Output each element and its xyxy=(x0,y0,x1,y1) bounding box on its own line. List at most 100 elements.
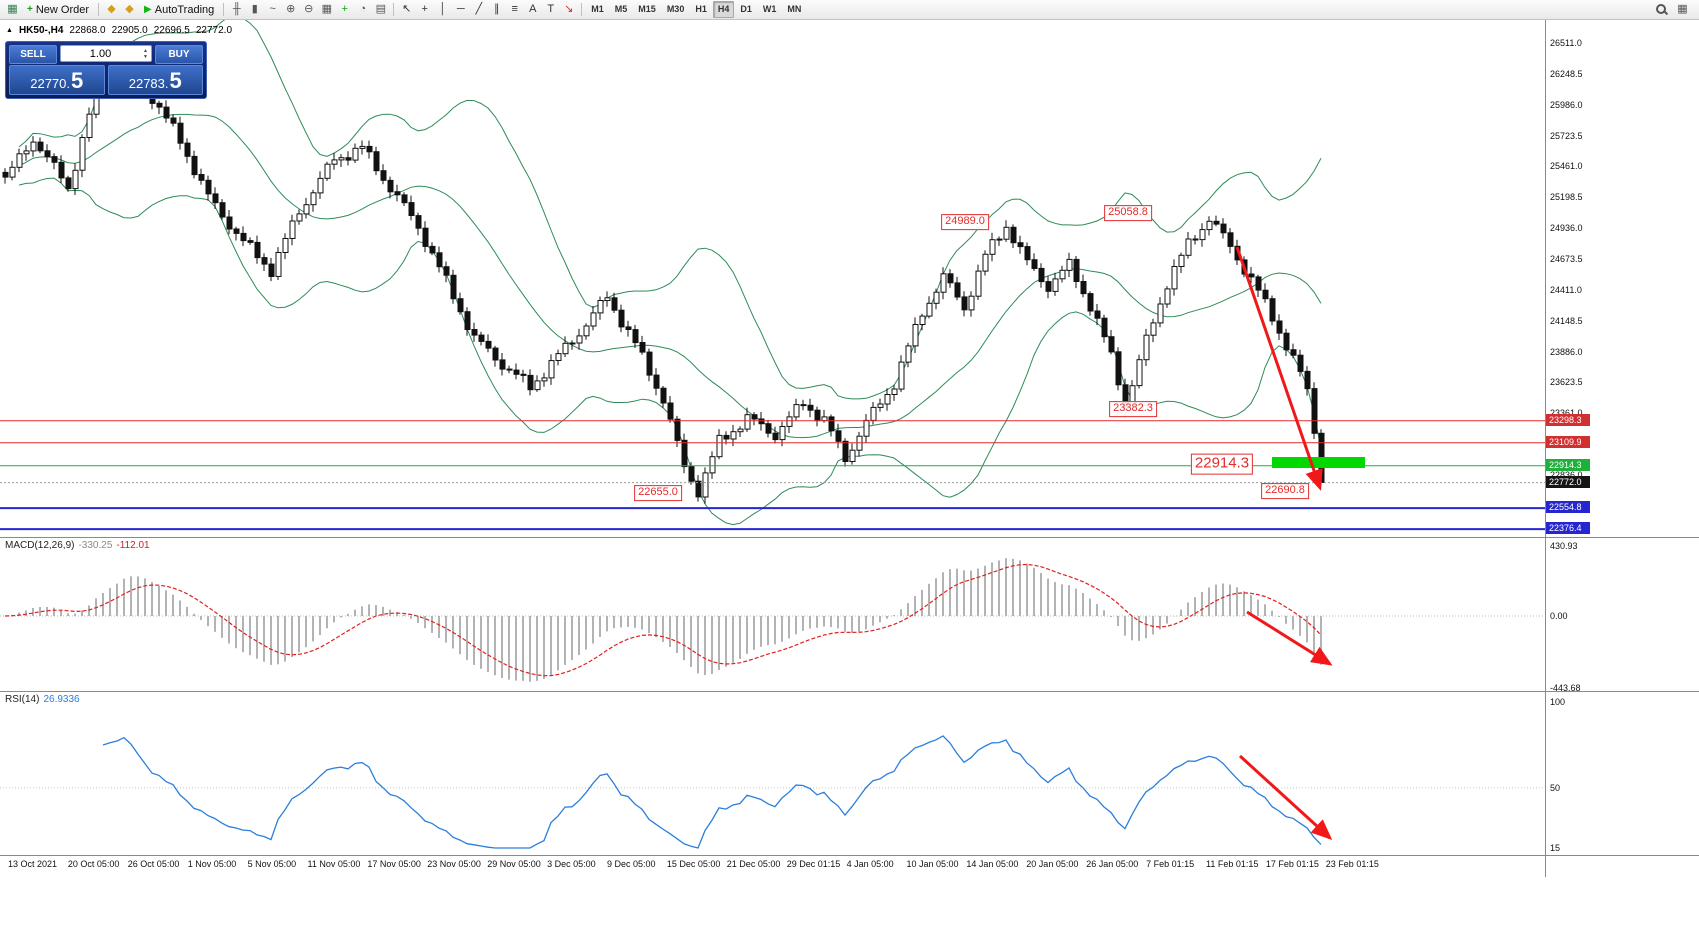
high-value: 22905.0 xyxy=(111,25,148,36)
trendline-icon[interactable]: ╱ xyxy=(475,3,483,15)
timeframe-w1[interactable]: W1 xyxy=(762,4,777,14)
new-order-button[interactable]: + New Order xyxy=(27,3,90,16)
time-axis-label: 26 Oct 05:00 xyxy=(127,859,180,869)
time-axis-label: 1 Nov 05:00 xyxy=(187,859,237,869)
templates-icon[interactable]: ▤ xyxy=(375,3,386,15)
toolbar-separator xyxy=(223,3,225,16)
price-axis-label: 24673.5 xyxy=(1550,254,1583,264)
price-axis-label: 25723.5 xyxy=(1550,130,1583,141)
time-axis-label: 11 Nov 05:00 xyxy=(307,859,361,869)
time-axis-label: 5 Nov 05:00 xyxy=(247,859,297,869)
new-chart-icon[interactable]: ▦ xyxy=(7,3,18,15)
time-axis-label: 9 Dec 05:00 xyxy=(607,859,656,869)
open-value: 22868.0 xyxy=(69,25,106,36)
zoom-in-icon[interactable]: ⊕ xyxy=(286,3,296,15)
price-axis-label: 23886.0 xyxy=(1550,346,1583,357)
volume-input[interactable] xyxy=(61,46,140,61)
one-click-trading-panel: SELL ▲▼ BUY 22770.5 22783.5 xyxy=(5,41,207,99)
time-axis-label: 15 Dec 05:00 xyxy=(666,859,721,869)
sell-price-button[interactable]: 22770. 5 xyxy=(9,65,105,95)
label-icon[interactable]: T xyxy=(547,3,555,15)
text-icon[interactable]: A xyxy=(529,3,537,15)
timeframe-h4[interactable]: H4 xyxy=(712,1,735,18)
time-axis-label: 11 Feb 01:15 xyxy=(1206,859,1259,869)
price-axis-badge: 22376.4 xyxy=(1546,522,1590,535)
pane-divider[interactable] xyxy=(0,537,1699,538)
toolbar-separator xyxy=(581,3,583,16)
buy-price-button[interactable]: 22783. 5 xyxy=(107,65,203,95)
horizontal-line-icon[interactable]: ─ xyxy=(456,3,465,15)
time-axis-label: 26 Jan 05:00 xyxy=(1086,859,1139,869)
price-axis-label: 25198.5 xyxy=(1550,192,1583,203)
time-axis-label: 4 Jan 05:00 xyxy=(846,859,894,869)
time-axis-label: 17 Nov 05:00 xyxy=(367,859,421,869)
arrows-icon[interactable]: ↘ xyxy=(564,3,574,15)
time-axis-label: 29 Nov 05:00 xyxy=(487,859,541,869)
volume-box: ▲▼ xyxy=(60,45,152,62)
price-axis-label: 24411.0 xyxy=(1550,284,1582,295)
price-axis-label: 23623.5 xyxy=(1550,377,1583,388)
price-axis-label: 25461.0 xyxy=(1550,161,1583,172)
timeframe-m15[interactable]: M15 xyxy=(638,4,656,14)
timeframe-m1[interactable]: M1 xyxy=(591,4,604,14)
time-axis-label: 7 Feb 01:15 xyxy=(1146,859,1195,869)
time-axis-label: 20 Oct 05:00 xyxy=(67,859,120,869)
rsi-axis-label: 50 xyxy=(1550,782,1561,793)
tile-windows-icon[interactable]: ▦ xyxy=(321,3,332,15)
price-axis-label: 24936.0 xyxy=(1550,223,1583,234)
periods-icon[interactable]: ◔ xyxy=(359,3,367,15)
autotrading-button[interactable]: ▶ AutoTrading xyxy=(144,3,215,16)
price-axis-border xyxy=(1545,20,1546,877)
cursor-icon[interactable]: ↖ xyxy=(402,3,412,15)
main-chart-canvas[interactable] xyxy=(0,20,1545,537)
low-value: 22696.5 xyxy=(153,25,190,36)
timeframe-d1[interactable]: D1 xyxy=(740,4,752,14)
autotrading-button-icon: ▶ xyxy=(144,4,152,15)
timeframe-m30[interactable]: M30 xyxy=(666,4,685,14)
one-click-collapse-icon[interactable]: ▲ xyxy=(6,27,13,34)
toolbar-separator xyxy=(393,3,395,16)
vertical-line-icon[interactable]: │ xyxy=(439,3,447,15)
time-axis-label: 10 Jan 05:00 xyxy=(906,859,959,869)
market-watch-icon[interactable]: ◆ xyxy=(107,3,116,15)
zoom-out-icon[interactable]: ⊖ xyxy=(304,3,314,15)
price-axis-badge: 23109.9 xyxy=(1546,435,1590,448)
pane-divider[interactable] xyxy=(0,691,1699,692)
timeframe-h1[interactable]: H1 xyxy=(695,4,707,14)
time-axis-label: 21 Dec 05:00 xyxy=(726,859,781,869)
price-axis-label: 26511.0 xyxy=(1550,37,1582,48)
layout-icon[interactable]: ▦ xyxy=(1677,3,1688,15)
time-axis-label: 23 Nov 05:00 xyxy=(427,859,481,869)
crosshair-icon[interactable]: + xyxy=(421,3,428,15)
rsi-pane-canvas[interactable] xyxy=(0,692,1545,855)
time-axis-label: 23 Feb 01:15 xyxy=(1325,859,1379,869)
indicators-icon[interactable]: + xyxy=(341,3,348,15)
time-axis-label: 20 Jan 05:00 xyxy=(1026,859,1079,869)
macd-value: -330.25 xyxy=(78,540,113,551)
macd-pane-canvas[interactable] xyxy=(0,538,1545,691)
time-axis[interactable]: 13 Oct 2021 20 Oct 05:00 26 Oct 05:00 1 Nov… xyxy=(0,856,1699,938)
time-axis-label: 13 Oct 2021 xyxy=(8,859,58,869)
price-axis-badge: 22914.3 xyxy=(1546,458,1590,471)
bar-chart-mode-icon[interactable]: ╫ xyxy=(232,3,241,15)
candle-chart-mode-icon[interactable]: ▮ xyxy=(251,3,258,15)
macd-axis-label: 430.93 xyxy=(1550,541,1578,552)
fibonacci-icon[interactable]: ≡ xyxy=(511,3,518,15)
price-axis-label: 26248.5 xyxy=(1550,68,1583,79)
navigator-icon[interactable]: ◆ xyxy=(125,3,134,15)
close-value: 22772.0 xyxy=(195,25,233,36)
channel-icon[interactable]: ∥ xyxy=(494,3,500,15)
volume-spinner[interactable]: ▲ ▼ xyxy=(143,47,148,60)
line-chart-mode-icon[interactable]: ~ xyxy=(269,3,276,15)
new-order-button-icon: + xyxy=(27,4,33,15)
toolbar: ▦ + New Order ◆ ◆ ▶ AutoTrading ╫ ▮ ~ ⊕ ⊖ ▦ + ◔ ▤ ↖ + │ ─ ╱ ∥… xyxy=(0,0,1699,20)
timeframe-m5[interactable]: M5 xyxy=(614,4,628,14)
search-icon[interactable] xyxy=(1655,3,1668,16)
symbol-label: HK50-,H4 xyxy=(18,25,64,36)
timeframe-mn[interactable]: MN xyxy=(787,4,802,14)
price-axis-label: 23361.0 xyxy=(1550,408,1583,418)
macd-indicator-label: MACD(12,26,9) -330.25 -112.01 xyxy=(5,540,150,551)
sell-button[interactable]: SELL xyxy=(9,45,57,64)
buy-button[interactable]: BUY xyxy=(155,45,203,64)
